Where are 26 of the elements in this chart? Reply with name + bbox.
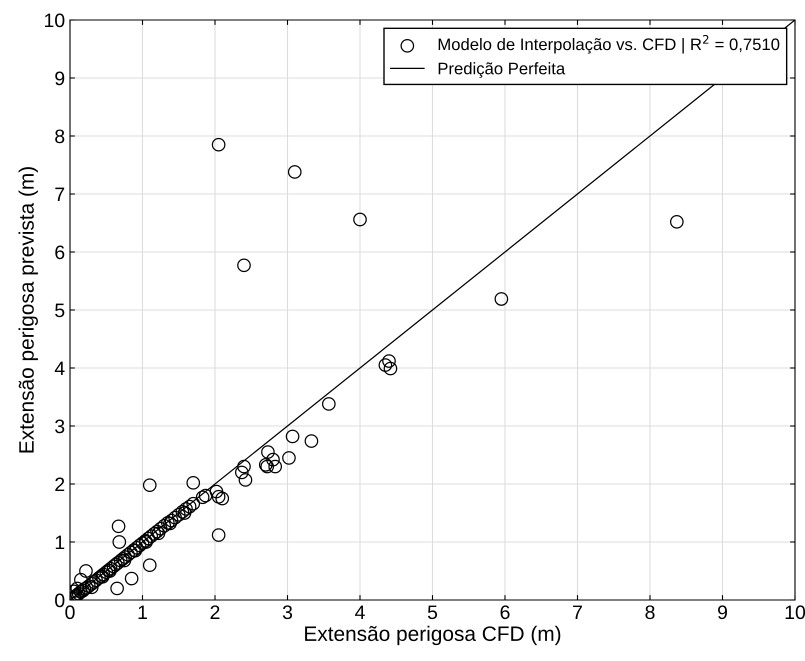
y-tick-label: 7 bbox=[55, 188, 64, 202]
x-tick-label: 4 bbox=[355, 606, 365, 619]
x-tick-label: 8 bbox=[645, 605, 655, 620]
y-tick-label: 5 bbox=[55, 304, 64, 318]
x-tick-label: 3 bbox=[282, 605, 292, 620]
y-tick-label: 2 bbox=[55, 477, 64, 492]
x-tick-label: 9 bbox=[718, 605, 727, 620]
x-tick-label: 0 bbox=[65, 605, 75, 620]
x-tick-label: 7 bbox=[573, 606, 582, 619]
y-tick-label: 6 bbox=[55, 245, 64, 260]
x-tick-label: 1 bbox=[138, 606, 147, 619]
y-tick-label: 9 bbox=[55, 71, 64, 86]
x-tick-label: 10 bbox=[786, 605, 805, 620]
y-tick-label: 1 bbox=[56, 536, 64, 550]
legend-label: Predição Perfeita bbox=[438, 62, 566, 78]
y-axis-title: Extensão perigosa prevista (m) bbox=[18, 167, 38, 452]
y-tick-label: 0 bbox=[55, 593, 64, 608]
x-tick-label: 6 bbox=[500, 605, 510, 620]
y-tick-label: 3 bbox=[55, 419, 64, 434]
y-tick-label: 10 bbox=[44, 13, 64, 28]
x-axis-title: Extensão perigosa CFD (m) bbox=[305, 626, 560, 646]
legend-label: Modelo de Interpolação vs. CFD | R$^{2}$ = 0,7510 bbox=[438, 35, 780, 54]
y-tick-label: 4 bbox=[54, 362, 65, 376]
x-tick-label: 2 bbox=[210, 605, 220, 619]
y-tick-label: 8 bbox=[55, 129, 64, 144]
x-tick-label: 5 bbox=[428, 606, 438, 620]
